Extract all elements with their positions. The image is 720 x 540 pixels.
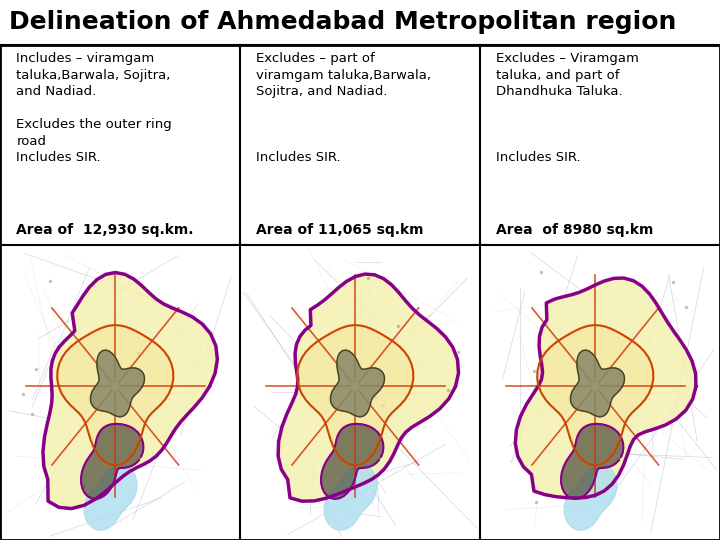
Polygon shape [91, 350, 145, 417]
Polygon shape [561, 424, 624, 499]
Polygon shape [43, 273, 217, 509]
Polygon shape [321, 424, 384, 499]
Text: Area  of 8980 sq.km: Area of 8980 sq.km [496, 222, 654, 237]
Text: Area of  12,930 sq.km.: Area of 12,930 sq.km. [17, 222, 194, 237]
Polygon shape [84, 465, 137, 530]
Polygon shape [297, 325, 413, 465]
Polygon shape [564, 465, 617, 530]
Polygon shape [278, 274, 459, 501]
Text: Excludes – Viramgam
taluka, and part of
Dhandhuka Taluka.



Includes SIR.: Excludes – Viramgam taluka, and part of … [496, 52, 639, 164]
Text: Area of 11,065 sq.km: Area of 11,065 sq.km [256, 222, 424, 237]
Polygon shape [324, 465, 377, 530]
Text: Excludes – part of
viramgam taluka,Barwala,
Sojitra, and Nadiad.



Includes SIR: Excludes – part of viramgam taluka,Barwa… [256, 52, 431, 164]
Polygon shape [58, 325, 174, 465]
Polygon shape [81, 424, 143, 499]
Polygon shape [570, 350, 624, 417]
Polygon shape [330, 350, 384, 417]
Text: Delineation of Ahmedabad Metropolitan region: Delineation of Ahmedabad Metropolitan re… [9, 10, 676, 35]
Text: Includes – viramgam
taluka,Barwala, Sojitra,
and Nadiad.

Excludes the outer rin: Includes – viramgam taluka,Barwala, Soji… [17, 52, 172, 164]
Polygon shape [516, 278, 696, 498]
Polygon shape [537, 325, 653, 465]
